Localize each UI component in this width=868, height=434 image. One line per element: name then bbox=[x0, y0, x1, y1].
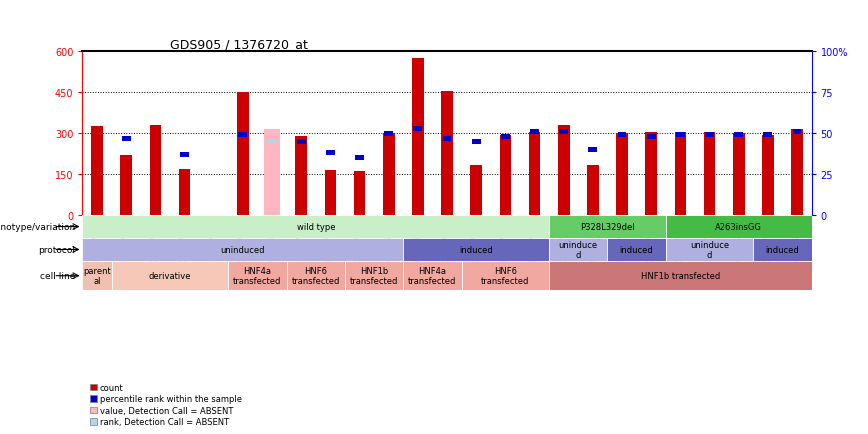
Bar bbox=[647, 135, 655, 140]
Bar bbox=[443, 136, 451, 141]
Bar bbox=[82, 238, 404, 261]
Text: HNF1b transfected: HNF1b transfected bbox=[641, 272, 720, 280]
Bar bbox=[353, 172, 365, 216]
Text: uninduced: uninduced bbox=[220, 245, 265, 254]
Bar bbox=[239, 133, 247, 138]
Bar bbox=[666, 216, 812, 238]
Bar bbox=[264, 130, 280, 216]
Text: HNF1b
transfected: HNF1b transfected bbox=[350, 266, 398, 286]
Bar bbox=[589, 148, 597, 153]
Text: HNF6
transfected: HNF6 transfected bbox=[292, 266, 340, 286]
Bar bbox=[733, 134, 745, 216]
Text: derivative: derivative bbox=[148, 272, 191, 280]
Bar bbox=[705, 133, 713, 138]
Bar bbox=[791, 130, 803, 216]
Text: A263insGG: A263insGG bbox=[715, 223, 762, 231]
Bar bbox=[549, 216, 666, 238]
Text: HNF4a
transfected: HNF4a transfected bbox=[408, 266, 457, 286]
Bar bbox=[676, 133, 685, 138]
Bar bbox=[587, 165, 599, 216]
Bar bbox=[326, 151, 335, 156]
Bar bbox=[704, 132, 715, 216]
Bar bbox=[149, 126, 161, 216]
Bar bbox=[470, 165, 482, 216]
Bar bbox=[112, 261, 228, 291]
Text: GDS905 / 1376720_at: GDS905 / 1376720_at bbox=[170, 38, 308, 51]
Bar bbox=[295, 137, 307, 216]
Bar bbox=[121, 156, 132, 216]
Bar bbox=[181, 153, 189, 158]
Bar bbox=[385, 132, 393, 136]
Text: induced: induced bbox=[459, 245, 493, 254]
Bar bbox=[325, 171, 336, 216]
Bar bbox=[91, 127, 103, 216]
Bar bbox=[549, 261, 812, 291]
Bar bbox=[462, 261, 549, 291]
Bar bbox=[792, 130, 801, 135]
Bar bbox=[501, 135, 510, 140]
Bar bbox=[753, 238, 812, 261]
Bar bbox=[764, 133, 773, 138]
Bar bbox=[355, 156, 364, 161]
Bar bbox=[529, 132, 541, 216]
Bar bbox=[441, 92, 453, 216]
Legend: count, percentile rank within the sample, value, Detection Call = ABSENT, rank, : count, percentile rank within the sample… bbox=[87, 380, 246, 430]
Bar bbox=[549, 238, 608, 261]
Text: cell line: cell line bbox=[40, 272, 76, 280]
Text: P328L329del: P328L329del bbox=[580, 223, 635, 231]
Bar bbox=[734, 133, 743, 138]
Bar bbox=[674, 132, 687, 216]
Bar bbox=[297, 140, 306, 145]
Bar bbox=[122, 136, 130, 141]
Bar bbox=[345, 261, 404, 291]
Text: HNF4a
transfected: HNF4a transfected bbox=[233, 266, 281, 286]
Text: uninduce
d: uninduce d bbox=[559, 240, 598, 260]
Bar bbox=[559, 130, 568, 135]
Bar bbox=[413, 126, 422, 132]
Bar bbox=[412, 59, 424, 216]
Bar bbox=[499, 135, 511, 216]
Bar bbox=[286, 261, 345, 291]
Text: induced: induced bbox=[620, 245, 654, 254]
Bar bbox=[228, 261, 286, 291]
Bar bbox=[608, 238, 666, 261]
Text: HNF6
transfected: HNF6 transfected bbox=[481, 266, 529, 286]
Bar bbox=[616, 134, 628, 216]
Text: induced: induced bbox=[766, 245, 799, 254]
Bar bbox=[383, 134, 395, 216]
Bar bbox=[530, 130, 539, 135]
Bar bbox=[267, 140, 276, 145]
Bar bbox=[404, 238, 549, 261]
Text: parent
al: parent al bbox=[83, 266, 111, 286]
Text: protocol: protocol bbox=[38, 245, 76, 254]
Text: uninduce
d: uninduce d bbox=[690, 240, 729, 260]
Bar bbox=[558, 126, 569, 216]
Bar bbox=[762, 135, 773, 216]
Text: wild type: wild type bbox=[297, 223, 335, 231]
Bar bbox=[645, 132, 657, 216]
Bar bbox=[82, 216, 549, 238]
Bar bbox=[472, 140, 481, 145]
Bar bbox=[404, 261, 462, 291]
Bar bbox=[82, 261, 112, 291]
Bar bbox=[666, 238, 753, 261]
Bar bbox=[618, 133, 627, 138]
Text: genotype/variation: genotype/variation bbox=[0, 223, 76, 231]
Bar bbox=[237, 93, 249, 216]
Bar bbox=[179, 169, 190, 216]
